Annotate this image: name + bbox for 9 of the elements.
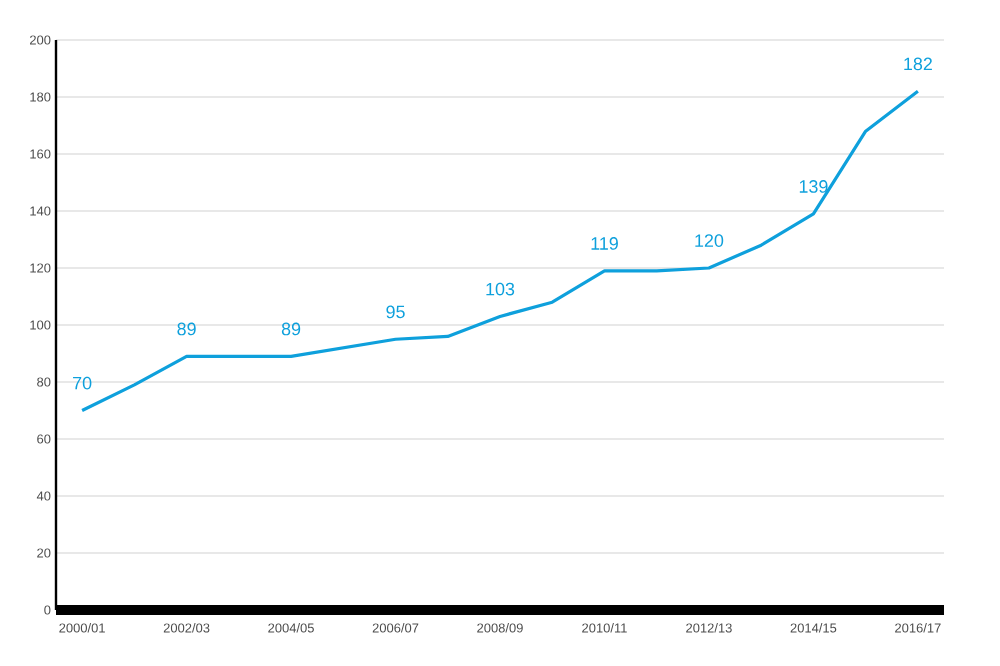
data-label: 119 — [591, 237, 618, 250]
data-label: 139 — [799, 180, 828, 193]
data-label: 103 — [486, 282, 515, 296]
data-label: 70 — [73, 376, 92, 390]
data-label: 89 — [177, 322, 196, 336]
data-label: 120 — [695, 234, 724, 247]
data-label: 182 — [904, 57, 932, 71]
data-label: 89 — [281, 322, 301, 336]
data-label: 95 — [386, 305, 405, 319]
